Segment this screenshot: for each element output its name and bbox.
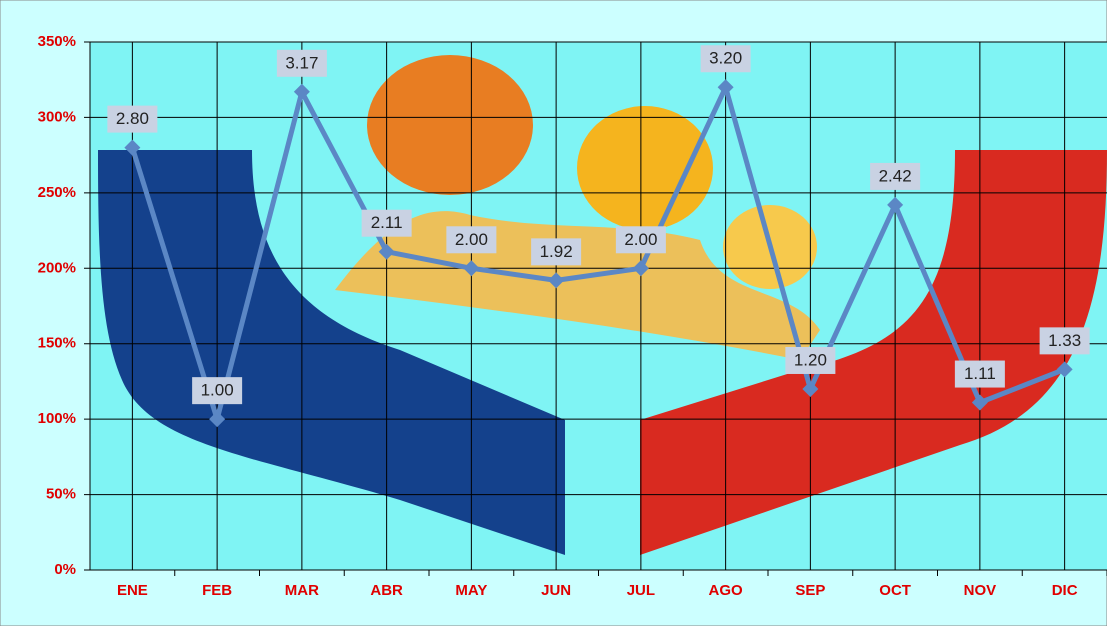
data-point [548,272,565,289]
value-label-box [107,105,158,133]
data-point [209,411,226,428]
data-point [971,394,988,411]
value-label-box [700,45,751,73]
value-label-box [531,238,582,266]
value-label-box [785,346,836,374]
x-tick-label: ENE [117,582,148,599]
y-tick-label: 350% [38,33,76,50]
plot: 0% 50% 100% 150% 200% 250% 300% 350% ENE FEB MAR AB… [38,33,1107,599]
value-label-box [615,226,666,254]
y-tick-label: 250% [38,184,76,201]
y-tick-label: 0% [54,561,76,578]
x-tick-label: SEP [795,582,825,599]
x-tick-label: JUL [627,582,655,599]
value-label-box [192,377,243,405]
data-point [717,79,734,96]
data-point [463,260,480,277]
x-tick-label: MAR [285,582,319,599]
x-tick-label: AGO [709,582,744,599]
red-shape [640,150,1107,555]
y-tick-label: 300% [38,108,76,125]
value-label: 1.11 [964,364,996,383]
data-line [129,84,1066,422]
x-tick-label: FEB [202,582,232,599]
x-tick-label: MAY [455,582,487,599]
value-label: 3.20 [709,49,742,68]
value-label: 2.80 [116,109,149,128]
value-label-box [276,49,327,77]
y-tick-label: 200% [38,259,76,276]
yellow-circle [577,106,713,230]
value-label-box [954,360,1005,388]
value-label: 2.42 [879,166,912,185]
x-tick-label: JUN [541,582,571,599]
y-tick-label: 150% [38,335,76,352]
orange-circle [367,55,533,195]
value-label: 2.00 [455,230,488,249]
value-label-box [870,162,921,190]
value-label-box [1039,327,1090,355]
data-point [802,380,819,397]
value-label-box [361,209,412,237]
x-tick-label: OCT [879,582,911,599]
blue-shape [98,150,565,555]
x-tick-label: ABR [370,582,403,599]
value-label: 1.92 [540,242,573,261]
value-label-box [446,226,497,254]
value-label: 2.11 [371,213,403,232]
y-tick-label: 50% [46,486,76,503]
data-point [1056,361,1073,378]
data-point [632,260,649,277]
y-tick-label: 100% [38,410,76,427]
value-label: 2.00 [624,230,657,249]
value-label: 1.00 [201,381,234,400]
value-label: 3.17 [285,53,318,72]
data-point [378,243,395,260]
x-tick-label: NOV [964,582,997,599]
value-label: 1.33 [1048,331,1081,350]
data-point [887,196,904,213]
value-label: 1.20 [794,350,827,369]
data-point [293,83,310,100]
data-point [124,139,141,156]
x-tick-label: DIC [1052,582,1078,599]
